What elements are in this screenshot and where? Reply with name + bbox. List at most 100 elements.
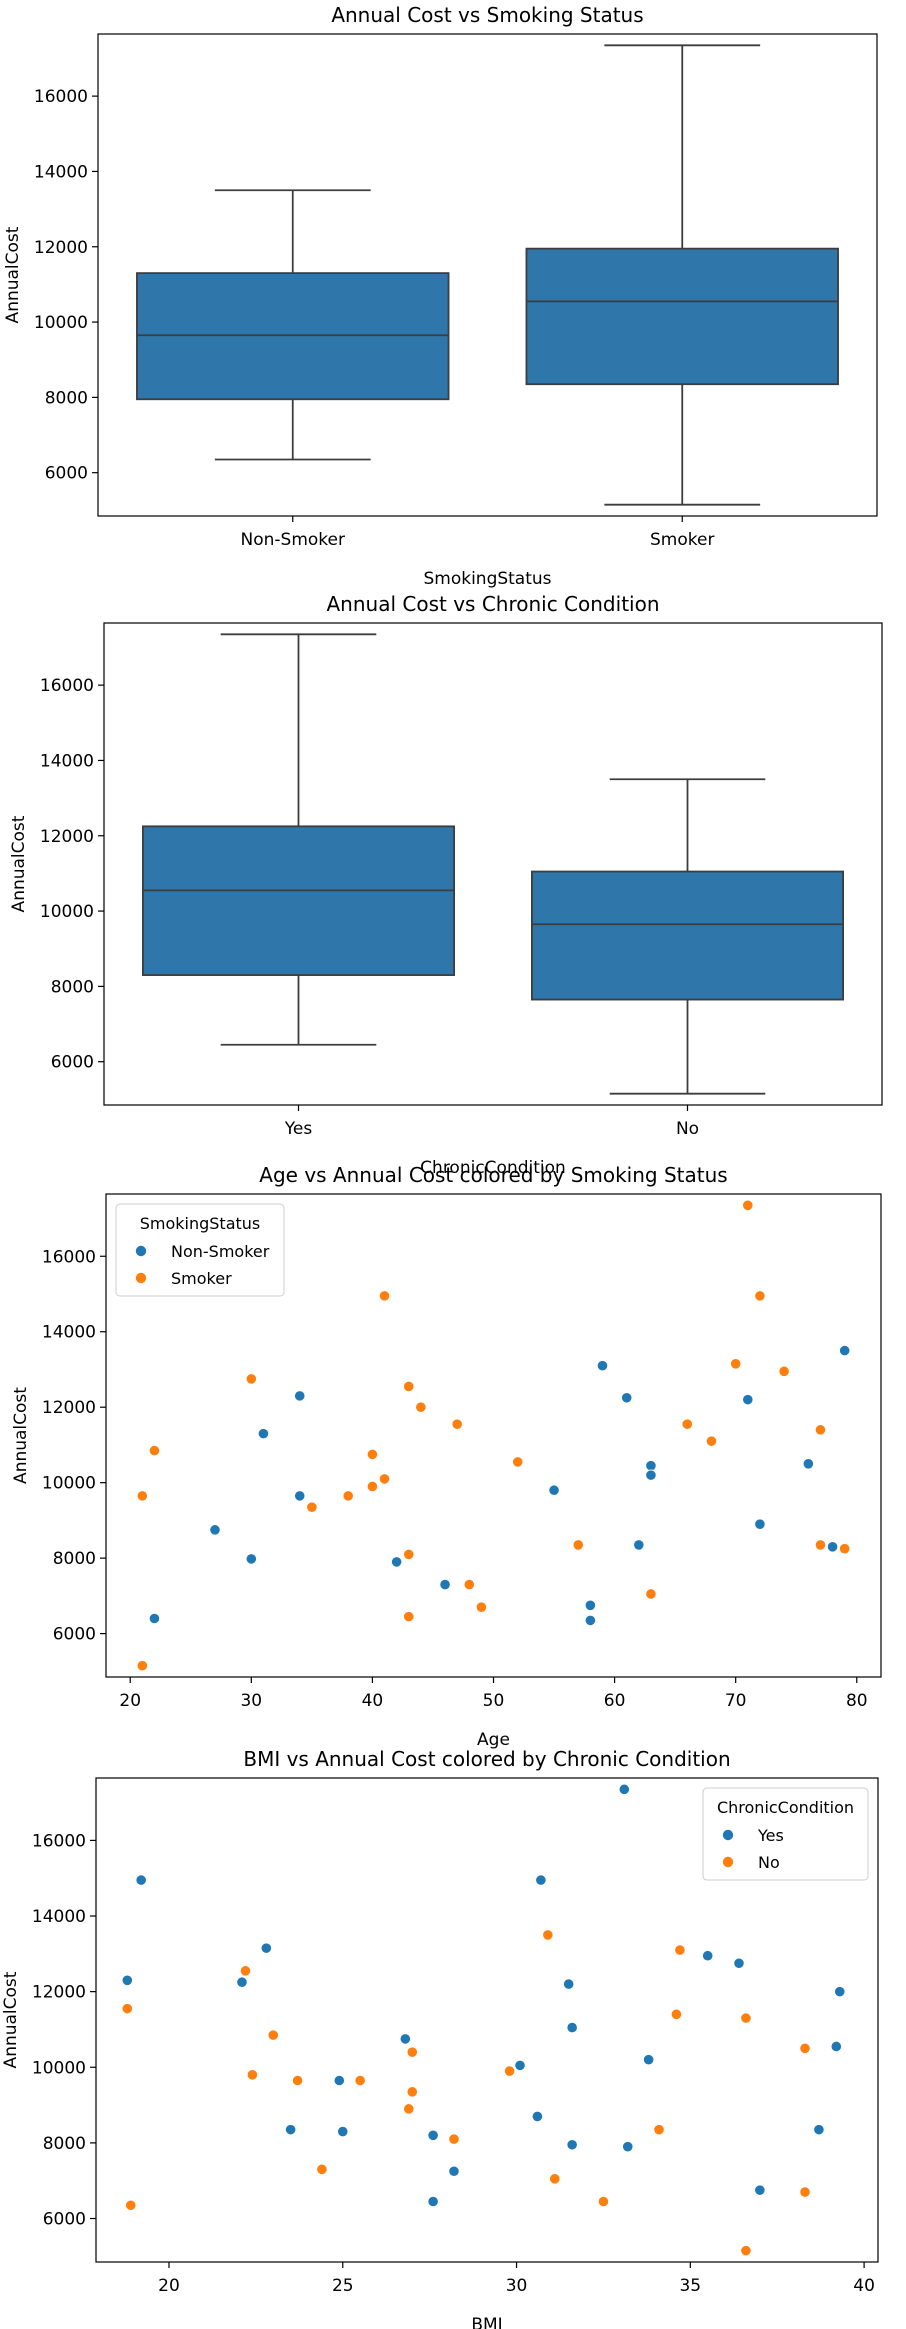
y-axis-label: AnnualCost — [9, 815, 29, 912]
axes-frame — [103, 622, 883, 1106]
data-point — [354, 2074, 366, 2087]
data-point — [754, 2184, 766, 2196]
series-no — [121, 1929, 811, 2257]
data-point — [742, 1394, 754, 1406]
y-tick-label: 8000 — [45, 388, 88, 408]
data-point — [633, 1539, 645, 1551]
box-smoker — [525, 44, 839, 506]
data-point — [730, 1358, 742, 1370]
data-point — [514, 2059, 526, 2071]
data-point — [802, 1458, 814, 1470]
data-point — [742, 1199, 754, 1211]
series-yes — [121, 1783, 846, 2208]
data-point — [406, 2046, 418, 2058]
data-point — [596, 1360, 609, 1372]
data-point — [260, 1942, 272, 1954]
x-tick-label: 50 — [483, 1691, 505, 1711]
y-tick-label: 14000 — [42, 1323, 96, 1343]
data-point — [333, 2074, 345, 2087]
data-point — [643, 2054, 655, 2066]
legend-box — [115, 1203, 285, 1297]
data-point — [257, 1428, 270, 1440]
data-point — [531, 2110, 543, 2123]
data-point — [542, 1929, 554, 1941]
data-point — [733, 1957, 745, 1969]
data-point — [566, 2139, 578, 2151]
data-point — [814, 1424, 827, 1436]
data-point — [125, 2199, 137, 2211]
data-point — [597, 2195, 610, 2208]
data-point — [403, 1380, 415, 1393]
data-point — [839, 1344, 851, 1357]
data-point — [148, 1444, 161, 1457]
box-iqr — [531, 870, 845, 1001]
data-point — [245, 1553, 257, 1565]
data-point — [285, 2124, 297, 2136]
data-point — [294, 1490, 306, 1502]
data-point — [378, 1473, 391, 1485]
x-tick-label: 20 — [119, 1691, 141, 1711]
data-point — [503, 2065, 516, 2077]
data-point — [622, 2141, 634, 2153]
x-tick-label: Yes — [284, 1119, 313, 1139]
data-point — [239, 1965, 252, 1977]
legend-title: ChronicCondition — [717, 1798, 854, 1817]
x-tick-label: Smoker — [650, 530, 714, 550]
data-point — [618, 1783, 630, 1795]
legend-label: Yes — [757, 1826, 784, 1845]
data-point — [246, 2069, 258, 2081]
data-point — [740, 2245, 752, 2257]
data-point — [834, 1986, 846, 1998]
data-point — [439, 1578, 451, 1591]
chart-title: Age vs Annual Cost colored by Smoking St… — [259, 1163, 727, 1187]
data-point — [306, 1501, 318, 1513]
data-point — [512, 1456, 524, 1468]
data-point — [316, 2163, 328, 2175]
y-tick-label: 8000 — [51, 977, 94, 997]
data-point — [391, 1556, 403, 1568]
data-point — [754, 1290, 766, 1302]
data-point — [406, 2086, 418, 2098]
data-point — [814, 1539, 827, 1551]
data-point — [563, 1978, 575, 1990]
box-non-smoker — [136, 189, 450, 461]
data-point — [621, 1392, 633, 1404]
y-tick-label: 6000 — [51, 1053, 94, 1073]
y-tick-label: 10000 — [42, 1474, 96, 1494]
data-point — [294, 1390, 306, 1402]
legend-box — [702, 1787, 869, 1881]
data-point — [670, 2008, 683, 2020]
data-point — [378, 1290, 391, 1302]
data-point — [121, 1974, 133, 1986]
chart-title: Annual Cost vs Chronic Condition — [327, 592, 660, 616]
legend-label: Smoker — [171, 1269, 232, 1288]
data-point — [549, 2173, 561, 2185]
data-point — [366, 1448, 379, 1460]
data-point — [584, 1599, 596, 1611]
x-tick-label: 20 — [158, 2276, 180, 2296]
data-point — [702, 1950, 714, 1962]
x-tick-label: 40 — [853, 2276, 875, 2296]
legend-marker — [135, 1245, 147, 1257]
data-point — [448, 2165, 460, 2177]
series-smoker — [136, 1199, 851, 1672]
y-tick-label: 16000 — [32, 1831, 86, 1851]
data-point — [799, 2042, 811, 2054]
data-point — [674, 1944, 686, 1956]
x-axis-label: SmokingStatus — [423, 569, 551, 589]
y-tick-label: 16000 — [34, 87, 88, 107]
data-point — [366, 1480, 379, 1493]
box-iqr — [141, 825, 456, 976]
data-point — [121, 2003, 133, 2015]
box-iqr — [525, 247, 839, 386]
axes-frame — [105, 1193, 882, 1678]
data-point — [342, 1490, 354, 1502]
data-point — [399, 2033, 411, 2045]
y-tick-label: 10000 — [34, 313, 88, 333]
data-point — [148, 1612, 161, 1625]
series-non-smoker — [148, 1344, 851, 1626]
